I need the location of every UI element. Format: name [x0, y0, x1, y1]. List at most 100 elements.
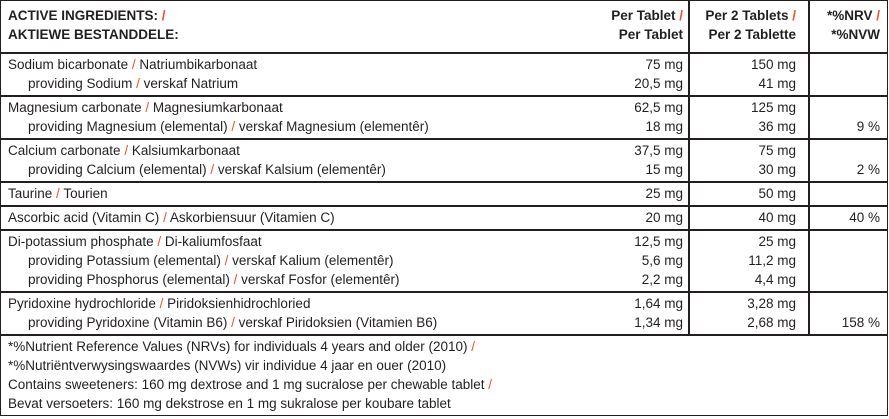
row-divider: [0, 95, 888, 97]
ingredient: Magnesium carbonate / Magnesiumkarbonaat: [8, 98, 283, 117]
per-2-tablets: 11,2 mg: [748, 251, 796, 270]
separator: /: [792, 8, 796, 23]
per-tablet-text: 75 mg: [645, 57, 683, 72]
ingredient-af: verskaf Kalsium (elementêr): [217, 162, 386, 177]
header-ingredients: ACTIVE INGREDIENTS: /: [8, 6, 166, 25]
separator: /: [159, 296, 164, 311]
ingredient-en: Ascorbic acid (Vitamin C): [8, 210, 160, 225]
header-per-tablet: Per Tablet: [619, 25, 683, 44]
per-tablet: 18 mg: [645, 117, 683, 136]
column-divider: [688, 0, 690, 334]
ingredient: Di-potassium phosphate / Di-kaliumfosfaa…: [8, 232, 262, 251]
ingredient-en: Pyridoxine hydrochloride: [8, 296, 156, 311]
separator: /: [56, 186, 60, 201]
row-divider: [0, 334, 888, 336]
per-2-tablets-text: 125 mg: [750, 100, 796, 115]
separator: /: [136, 76, 140, 91]
ingredient: providing Phosphorus (elemental) / versk…: [28, 270, 399, 289]
header-per-2-tablets: Per 2 Tablets /: [705, 6, 796, 25]
ingredient-en: providing Potassium (elemental): [28, 253, 221, 268]
nrv-text: 40 %: [849, 210, 880, 225]
ingredient-en: Di-potassium phosphate: [8, 234, 154, 249]
per-2-tablets: 50 mg: [758, 184, 796, 203]
separator: /: [161, 8, 166, 23]
per-2-tablets: 41 mg: [758, 74, 796, 93]
ingredient-af: verskaf Fosfor (elementêr): [241, 272, 400, 287]
separator: /: [233, 272, 238, 287]
nrv: 2 %: [857, 160, 880, 179]
ingredient: providing Calcium (elemental) / verskaf …: [28, 160, 386, 179]
ingredient-en: providing Sodium: [28, 76, 133, 91]
ingredient-en: providing Pyridoxine (Vitamin B6): [28, 315, 228, 330]
per-tablet: 62,5 mg: [634, 98, 683, 117]
separator: /: [471, 339, 476, 354]
per-2-tablets-text: 50 mg: [758, 186, 796, 201]
footnote: *%Nutriëntverwysingswaardes (NVWs) vir i…: [8, 358, 447, 373]
footnote: *%Nutrient Reference Values (NRVs) for i…: [8, 337, 475, 356]
header-nrv: *%NRV /: [827, 6, 880, 25]
column-divider: [808, 0, 810, 334]
per-2-tablets-text: 30 mg: [758, 162, 796, 177]
ingredient-af: Kalsiumkarbonaat: [131, 143, 240, 158]
per-2-tablets-text: 75 mg: [758, 143, 796, 158]
per-2-tablets-text: 40 mg: [758, 210, 796, 225]
separator: /: [163, 210, 167, 225]
ingredient-af: verskaf Magnesium (elementêr): [238, 119, 429, 134]
row-divider: [0, 138, 888, 140]
header-nrv-text: *%NVW: [831, 27, 880, 42]
per-2-tablets: 36 mg: [758, 117, 796, 136]
per-tablet-text: 1,64 mg: [634, 296, 683, 311]
separator: /: [488, 377, 493, 392]
per-2-tablets-text: 150 mg: [750, 57, 796, 72]
ingredient-en: Calcium carbonate: [8, 143, 121, 158]
ingredient: Ascorbic acid (Vitamin C) / Askorbiensuu…: [8, 208, 335, 227]
ingredient: Calcium carbonate / Kalsiumkarbonaat: [8, 141, 240, 160]
per-2-tablets: 25 mg: [758, 232, 796, 251]
ingredient-af: verskaf Kalium (elementêr): [232, 253, 394, 268]
separator: /: [210, 162, 215, 177]
per-tablet-text: 18 mg: [645, 119, 683, 134]
per-2-tablets: 4,4 mg: [755, 270, 796, 289]
ingredient-af: Askorbiensuur (Vitamien C): [169, 210, 335, 225]
per-2-tablets: 75 mg: [758, 141, 796, 160]
per-2-tablets: 40 mg: [758, 208, 796, 227]
per-2-tablets-text: 2,68 mg: [747, 315, 796, 330]
ingredient: Sodium bicarbonate / Natriumbikarbonaat: [8, 55, 257, 74]
row-divider: [0, 181, 888, 183]
per-2-tablets-text: 4,4 mg: [754, 272, 796, 287]
per-tablet: 1,64 mg: [634, 294, 683, 313]
separator: /: [145, 100, 150, 115]
per-tablet: 2,2 mg: [642, 270, 683, 289]
per-2-tablets: 125 mg: [751, 98, 796, 117]
nrv-text: 9 %: [856, 119, 880, 134]
header-per-2-tablets-text: Per 2 Tablets: [705, 8, 789, 23]
per-tablet-text: 25 mg: [645, 186, 683, 201]
header-nrv: *%NVW: [831, 25, 880, 44]
per-tablet-text: 20 mg: [645, 210, 683, 225]
per-2-tablets: 3,28 mg: [747, 294, 796, 313]
separator: /: [231, 119, 236, 134]
ingredient-af: Natriumbikarbonaat: [139, 57, 258, 72]
ingredient-en: providing Phosphorus (elemental): [28, 272, 230, 287]
per-tablet: 25 mg: [645, 184, 683, 203]
per-tablet: 5,6 mg: [642, 251, 683, 270]
header-per-2-tablets-text: Per 2 Tablette: [708, 27, 796, 42]
separator: /: [876, 8, 880, 23]
separator: /: [131, 57, 136, 72]
per-tablet: 20 mg: [645, 208, 683, 227]
per-tablet-text: 37,5 mg: [634, 143, 683, 158]
ingredient-en: providing Calcium (elemental): [28, 162, 207, 177]
header-per-tablet: Per Tablet /: [611, 6, 683, 25]
header-text: AKTIEWE BESTANDDELE:: [8, 27, 179, 42]
ingredient-en: Sodium bicarbonate: [8, 57, 129, 72]
footnote-en: Contains sweeteners: 160 mg dextrose and…: [8, 377, 485, 392]
ingredient: providing Pyridoxine (Vitamin B6) / vers…: [28, 313, 437, 332]
header-per-tablet-text: Per Tablet: [618, 27, 683, 42]
footnote: Bevat versoeters: 160 mg dekstrose en 1 …: [8, 396, 451, 411]
per-2-tablets-text: 11,2 mg: [748, 253, 796, 268]
ingredient-af: verskaf Piridoksien (Vitamien B6): [238, 315, 438, 330]
per-2-tablets-text: 3,28 mg: [747, 296, 796, 311]
per-tablet-text: 5,6 mg: [641, 253, 683, 268]
